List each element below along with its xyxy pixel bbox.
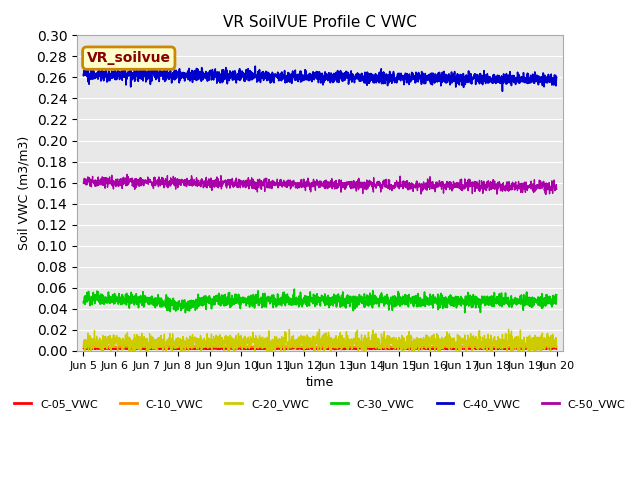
C-20_VWC	[310, 348, 317, 354]
C-10_VWC	[79, 344, 87, 350]
C-50_VWC	[104, 184, 111, 190]
C-40_VWC	[79, 72, 87, 77]
C-40_VWC	[540, 70, 547, 76]
C-50_VWC	[124, 171, 131, 177]
C-05_VWC	[141, 347, 149, 353]
C-05_VWC	[310, 346, 318, 352]
C-10_VWC	[85, 345, 93, 350]
C-05_VWC	[104, 346, 111, 352]
C-10_VWC	[540, 345, 547, 350]
C-50_VWC	[539, 181, 547, 187]
C-10_VWC	[553, 344, 561, 349]
C-10_VWC	[291, 343, 299, 348]
C-10_VWC	[298, 344, 305, 349]
C-20_VWC	[540, 339, 547, 345]
C-50_VWC	[298, 177, 305, 182]
Line: C-20_VWC: C-20_VWC	[83, 329, 557, 351]
C-05_VWC	[79, 346, 87, 351]
C-10_VWC	[540, 344, 547, 350]
C-05_VWC	[129, 345, 137, 350]
C-30_VWC	[452, 305, 460, 311]
C-20_VWC	[540, 346, 547, 352]
C-30_VWC	[79, 300, 87, 306]
C-05_VWC	[540, 346, 547, 351]
C-20_VWC	[452, 342, 460, 348]
Line: C-10_VWC: C-10_VWC	[83, 346, 557, 348]
C-50_VWC	[310, 180, 317, 186]
C-30_VWC	[298, 300, 305, 305]
C-30_VWC	[104, 300, 111, 306]
C-30_VWC	[291, 286, 298, 292]
Line: C-05_VWC: C-05_VWC	[83, 348, 557, 350]
C-30_VWC	[310, 293, 318, 299]
C-20_VWC	[298, 333, 305, 338]
C-05_VWC	[298, 346, 305, 352]
C-50_VWC	[452, 182, 460, 188]
C-30_VWC	[553, 292, 561, 298]
C-40_VWC	[298, 69, 305, 74]
C-40_VWC	[540, 71, 547, 76]
Legend: C-05_VWC, C-10_VWC, C-20_VWC, C-30_VWC, C-40_VWC, C-50_VWC: C-05_VWC, C-10_VWC, C-20_VWC, C-30_VWC, …	[10, 395, 630, 415]
X-axis label: time: time	[306, 376, 334, 389]
C-20_VWC	[79, 343, 87, 349]
C-40_VWC	[553, 74, 561, 80]
C-50_VWC	[540, 181, 547, 187]
C-20_VWC	[553, 345, 561, 350]
C-05_VWC	[452, 347, 460, 352]
C-10_VWC	[104, 343, 111, 349]
C-20_VWC	[104, 336, 111, 342]
Title: VR SoilVUE Profile C VWC: VR SoilVUE Profile C VWC	[223, 15, 417, 30]
C-20_VWC	[81, 348, 88, 354]
Line: C-30_VWC: C-30_VWC	[83, 289, 557, 313]
C-50_VWC	[553, 186, 561, 192]
Y-axis label: Soil VWC (m3/m3): Soil VWC (m3/m3)	[18, 136, 31, 250]
C-40_VWC	[138, 61, 146, 67]
C-10_VWC	[310, 344, 318, 349]
C-40_VWC	[499, 88, 506, 94]
C-20_VWC	[316, 326, 323, 332]
Line: C-50_VWC: C-50_VWC	[83, 174, 557, 194]
C-50_VWC	[542, 192, 550, 197]
Line: C-40_VWC: C-40_VWC	[83, 64, 557, 91]
C-40_VWC	[310, 70, 317, 75]
C-40_VWC	[104, 73, 111, 79]
C-30_VWC	[540, 303, 547, 309]
C-05_VWC	[553, 346, 561, 352]
Text: VR_soilvue: VR_soilvue	[87, 51, 171, 65]
C-05_VWC	[540, 346, 547, 352]
C-40_VWC	[452, 78, 460, 84]
C-30_VWC	[540, 297, 547, 303]
C-30_VWC	[182, 310, 189, 316]
C-50_VWC	[79, 180, 87, 186]
C-10_VWC	[452, 344, 460, 350]
